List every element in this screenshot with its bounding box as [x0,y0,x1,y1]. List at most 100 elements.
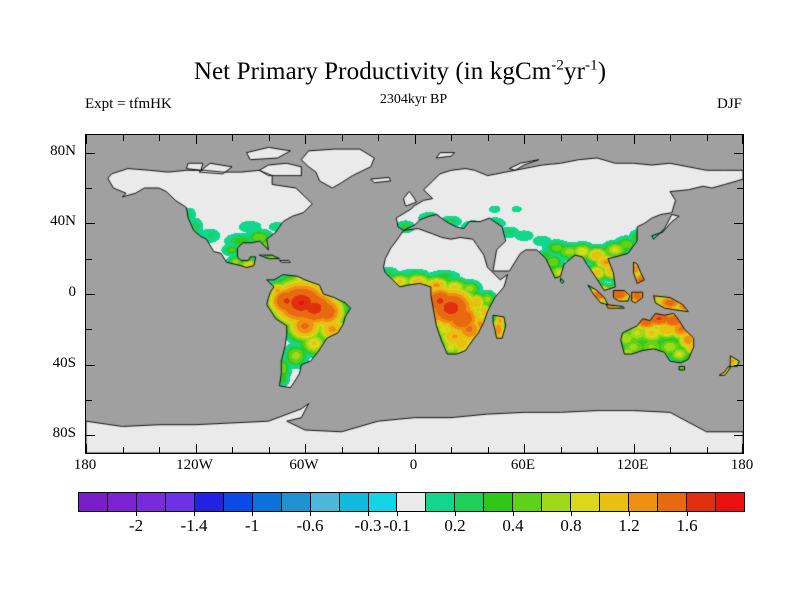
colorbar-tickmark [513,512,514,516]
y-tick-right [737,259,743,260]
colorbar-segment [715,493,744,511]
x-axis-tick-label: 60E [510,457,536,473]
colorbar-tick-label: 0.8 [560,516,582,535]
x-tick-top [634,135,635,144]
x-tick-top [159,135,160,141]
x-tick [597,447,598,453]
colorbar-segment [629,493,659,511]
x-axis-tick-label: 60W [289,457,319,473]
y-tick-right [734,365,743,366]
x-tick [86,444,87,453]
colorbar-tick-label: -2 [128,516,144,535]
colorbar-tick-label: -0.1 [383,516,411,535]
colorbar-segment [165,493,195,511]
y-tick [86,223,95,224]
x-tick [634,444,635,453]
colorbar-segment [281,493,311,511]
y-tick [86,294,95,295]
x-axis-tick-label: 120W [176,457,213,473]
x-tick-top [415,135,416,144]
y-tick-right [737,188,743,189]
x-tick [342,447,343,453]
x-tick [378,447,379,453]
colorbar-segment [339,493,369,511]
page-title: Net Primary Productivity (in kgCm-2yr-1) [0,58,800,86]
colorbar-segment [107,493,137,511]
colorbar-tickmark [136,512,137,516]
x-axis-tick-label: 120E [616,457,649,473]
x-tick [123,447,124,453]
x-tick [524,444,525,453]
colorbar-tickmark [687,512,688,516]
colorbar-tickmark [310,512,311,516]
colorbar-segment [194,493,224,511]
colorbar-segment [600,493,630,511]
x-tick-top [488,135,489,141]
colorbar-tick-label: 0.2 [444,516,466,535]
colorbar-segment [310,493,340,511]
y-tick [86,153,95,154]
y-axis-tick-label: 80S [52,425,76,442]
y-axis-tick-label: 40S [52,354,76,371]
x-tick [451,447,452,453]
x-tick-top [524,135,525,144]
colorbar-segment [79,493,108,511]
colorbar-tickmark [368,512,369,516]
x-axis-tick-label: 0 [409,457,418,473]
x-tick [670,447,671,453]
subtitle-row: Expt = tfmHK 2304kyr BP DJF [85,92,742,116]
colorbar-segment [542,493,572,511]
colorbar-segment [571,493,601,511]
experiment-label: Expt = tfmHK [85,96,172,112]
x-tick [159,447,160,453]
time-period-label: 2304kyr BP [379,92,448,107]
colorbar-segment [484,493,514,511]
colorbar [78,492,745,512]
x-tick-top [707,135,708,141]
x-tick-top [269,135,270,141]
x-tick-top [342,135,343,141]
map-plot-area [85,134,744,454]
x-tick-top [305,135,306,144]
colorbar-segment [252,493,282,511]
colorbar-tickmark [571,512,572,516]
colorbar-segment [658,493,688,511]
y-tick-right [734,294,743,295]
x-tick-top [378,135,379,141]
x-tick-top [561,135,562,141]
x-tick-top [597,135,598,141]
colorbar-segment [426,493,456,511]
colorbar-tick-label: -0.6 [296,516,324,535]
colorbar-tickmark [397,512,398,516]
x-tick [415,444,416,453]
y-tick-right [734,435,743,436]
x-axis-tick-label: 180 [730,457,754,473]
x-tick [305,444,306,453]
y-tick [86,435,95,436]
colorbar-segment [455,493,485,511]
colorbar-tick-label: 1.2 [618,516,640,535]
x-tick-top [86,135,87,144]
colorbar-segment [368,493,398,511]
y-tick [86,400,92,401]
y-tick-right [734,223,743,224]
y-tick [86,259,92,260]
season-label: DJF [716,96,742,112]
y-axis-tick-label: 0 [68,284,77,300]
colorbar-tick-label: -1.4 [180,516,208,535]
title-text-end: ) [597,58,607,85]
x-tick [232,447,233,453]
y-tick-right [737,329,743,330]
colorbar-segment [687,493,716,511]
y-tick [86,329,92,330]
title-exponent-1: -2 [551,57,564,74]
y-axis-tick-label: 80N [50,142,76,159]
colorbar-tickmark [455,512,456,516]
x-tick [269,447,270,453]
title-text-mid: yr [563,58,586,85]
y-tick-right [737,400,743,401]
colorbar-segment [397,493,427,511]
title-text: Net Primary Productivity (in kgCm [193,58,552,85]
x-tick [488,447,489,453]
colorbar-tick-label: -1 [244,516,260,535]
